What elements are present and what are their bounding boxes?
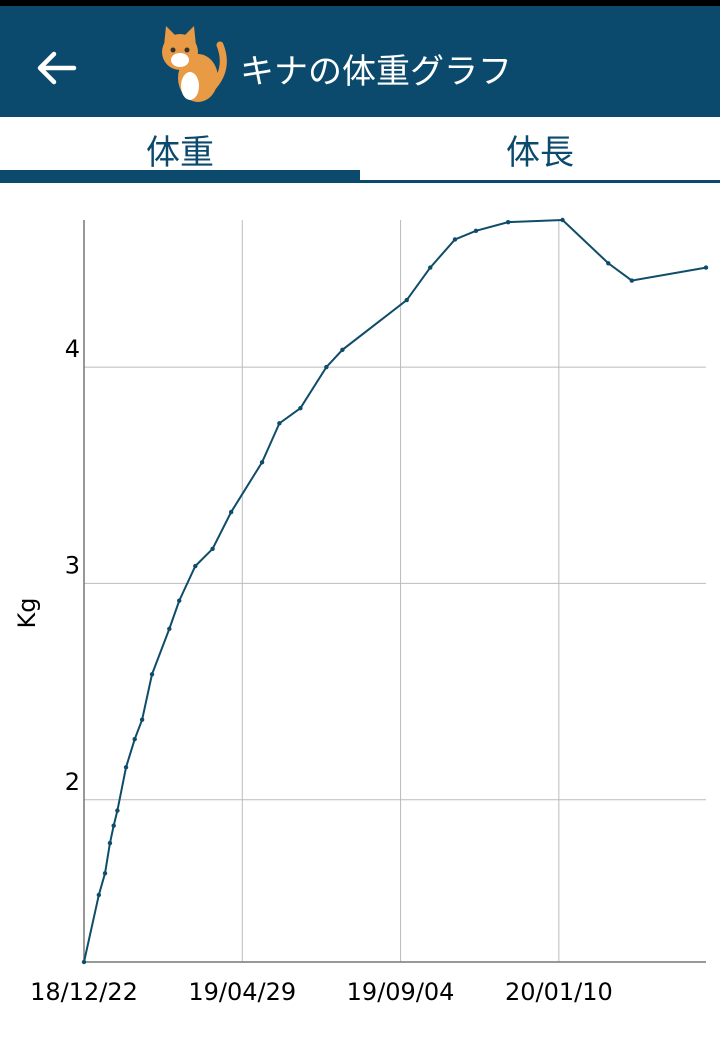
x-tick-label: 20/01/10 bbox=[505, 978, 613, 1006]
data-point bbox=[452, 237, 458, 242]
data-point bbox=[629, 278, 635, 283]
data-point bbox=[111, 823, 116, 828]
y-axis-label: Kg bbox=[13, 598, 41, 629]
y-tick-label: 2 bbox=[65, 768, 80, 796]
data-point bbox=[473, 228, 479, 234]
data-point bbox=[324, 364, 329, 370]
data-point bbox=[606, 261, 611, 266]
data-point bbox=[228, 509, 234, 515]
data-point bbox=[259, 460, 265, 465]
data-point bbox=[107, 840, 113, 846]
data-point bbox=[210, 546, 215, 552]
data-point bbox=[560, 217, 565, 223]
data-point bbox=[340, 347, 345, 352]
data-point bbox=[102, 871, 108, 876]
data-point bbox=[177, 598, 182, 603]
data-point bbox=[277, 421, 282, 426]
x-tick-label: 19/04/29 bbox=[188, 978, 296, 1006]
tab-indicator bbox=[0, 170, 360, 183]
screen-title: キナの体重グラフ bbox=[240, 52, 512, 92]
status-bar bbox=[0, 0, 720, 6]
chart: Kg 2 3 4 18/12/22 19/04/29 19/09/04 20/01/10 bbox=[13, 217, 709, 1006]
data-point bbox=[428, 265, 433, 270]
x-tick-label: 19/09/04 bbox=[347, 978, 455, 1006]
data-point bbox=[132, 736, 137, 742]
data-point bbox=[193, 563, 198, 569]
data-point bbox=[167, 626, 172, 632]
y-tick-label: 4 bbox=[65, 335, 80, 363]
tab-divider bbox=[360, 180, 720, 183]
data-point bbox=[149, 672, 155, 677]
data-point bbox=[298, 406, 303, 411]
tab[interactable]: 体重 bbox=[146, 133, 214, 173]
tab[interactable]: 体長 bbox=[506, 133, 574, 173]
data-point bbox=[81, 959, 87, 965]
data-point bbox=[505, 219, 511, 225]
data-point bbox=[115, 808, 120, 813]
x-tick-label: 18/12/22 bbox=[30, 978, 138, 1006]
data-point bbox=[404, 297, 409, 303]
data-point bbox=[96, 892, 102, 898]
data-point bbox=[123, 765, 129, 770]
tab-bar: 体重 体長 bbox=[0, 117, 720, 187]
data-point bbox=[139, 717, 145, 722]
y-tick-label: 3 bbox=[65, 551, 80, 579]
app-bar: キナの体重グラフ bbox=[0, 6, 720, 117]
data-point bbox=[703, 265, 709, 270]
data-line bbox=[83, 218, 707, 963]
cat-icon bbox=[162, 26, 227, 102]
back-button[interactable] bbox=[28, 38, 88, 98]
